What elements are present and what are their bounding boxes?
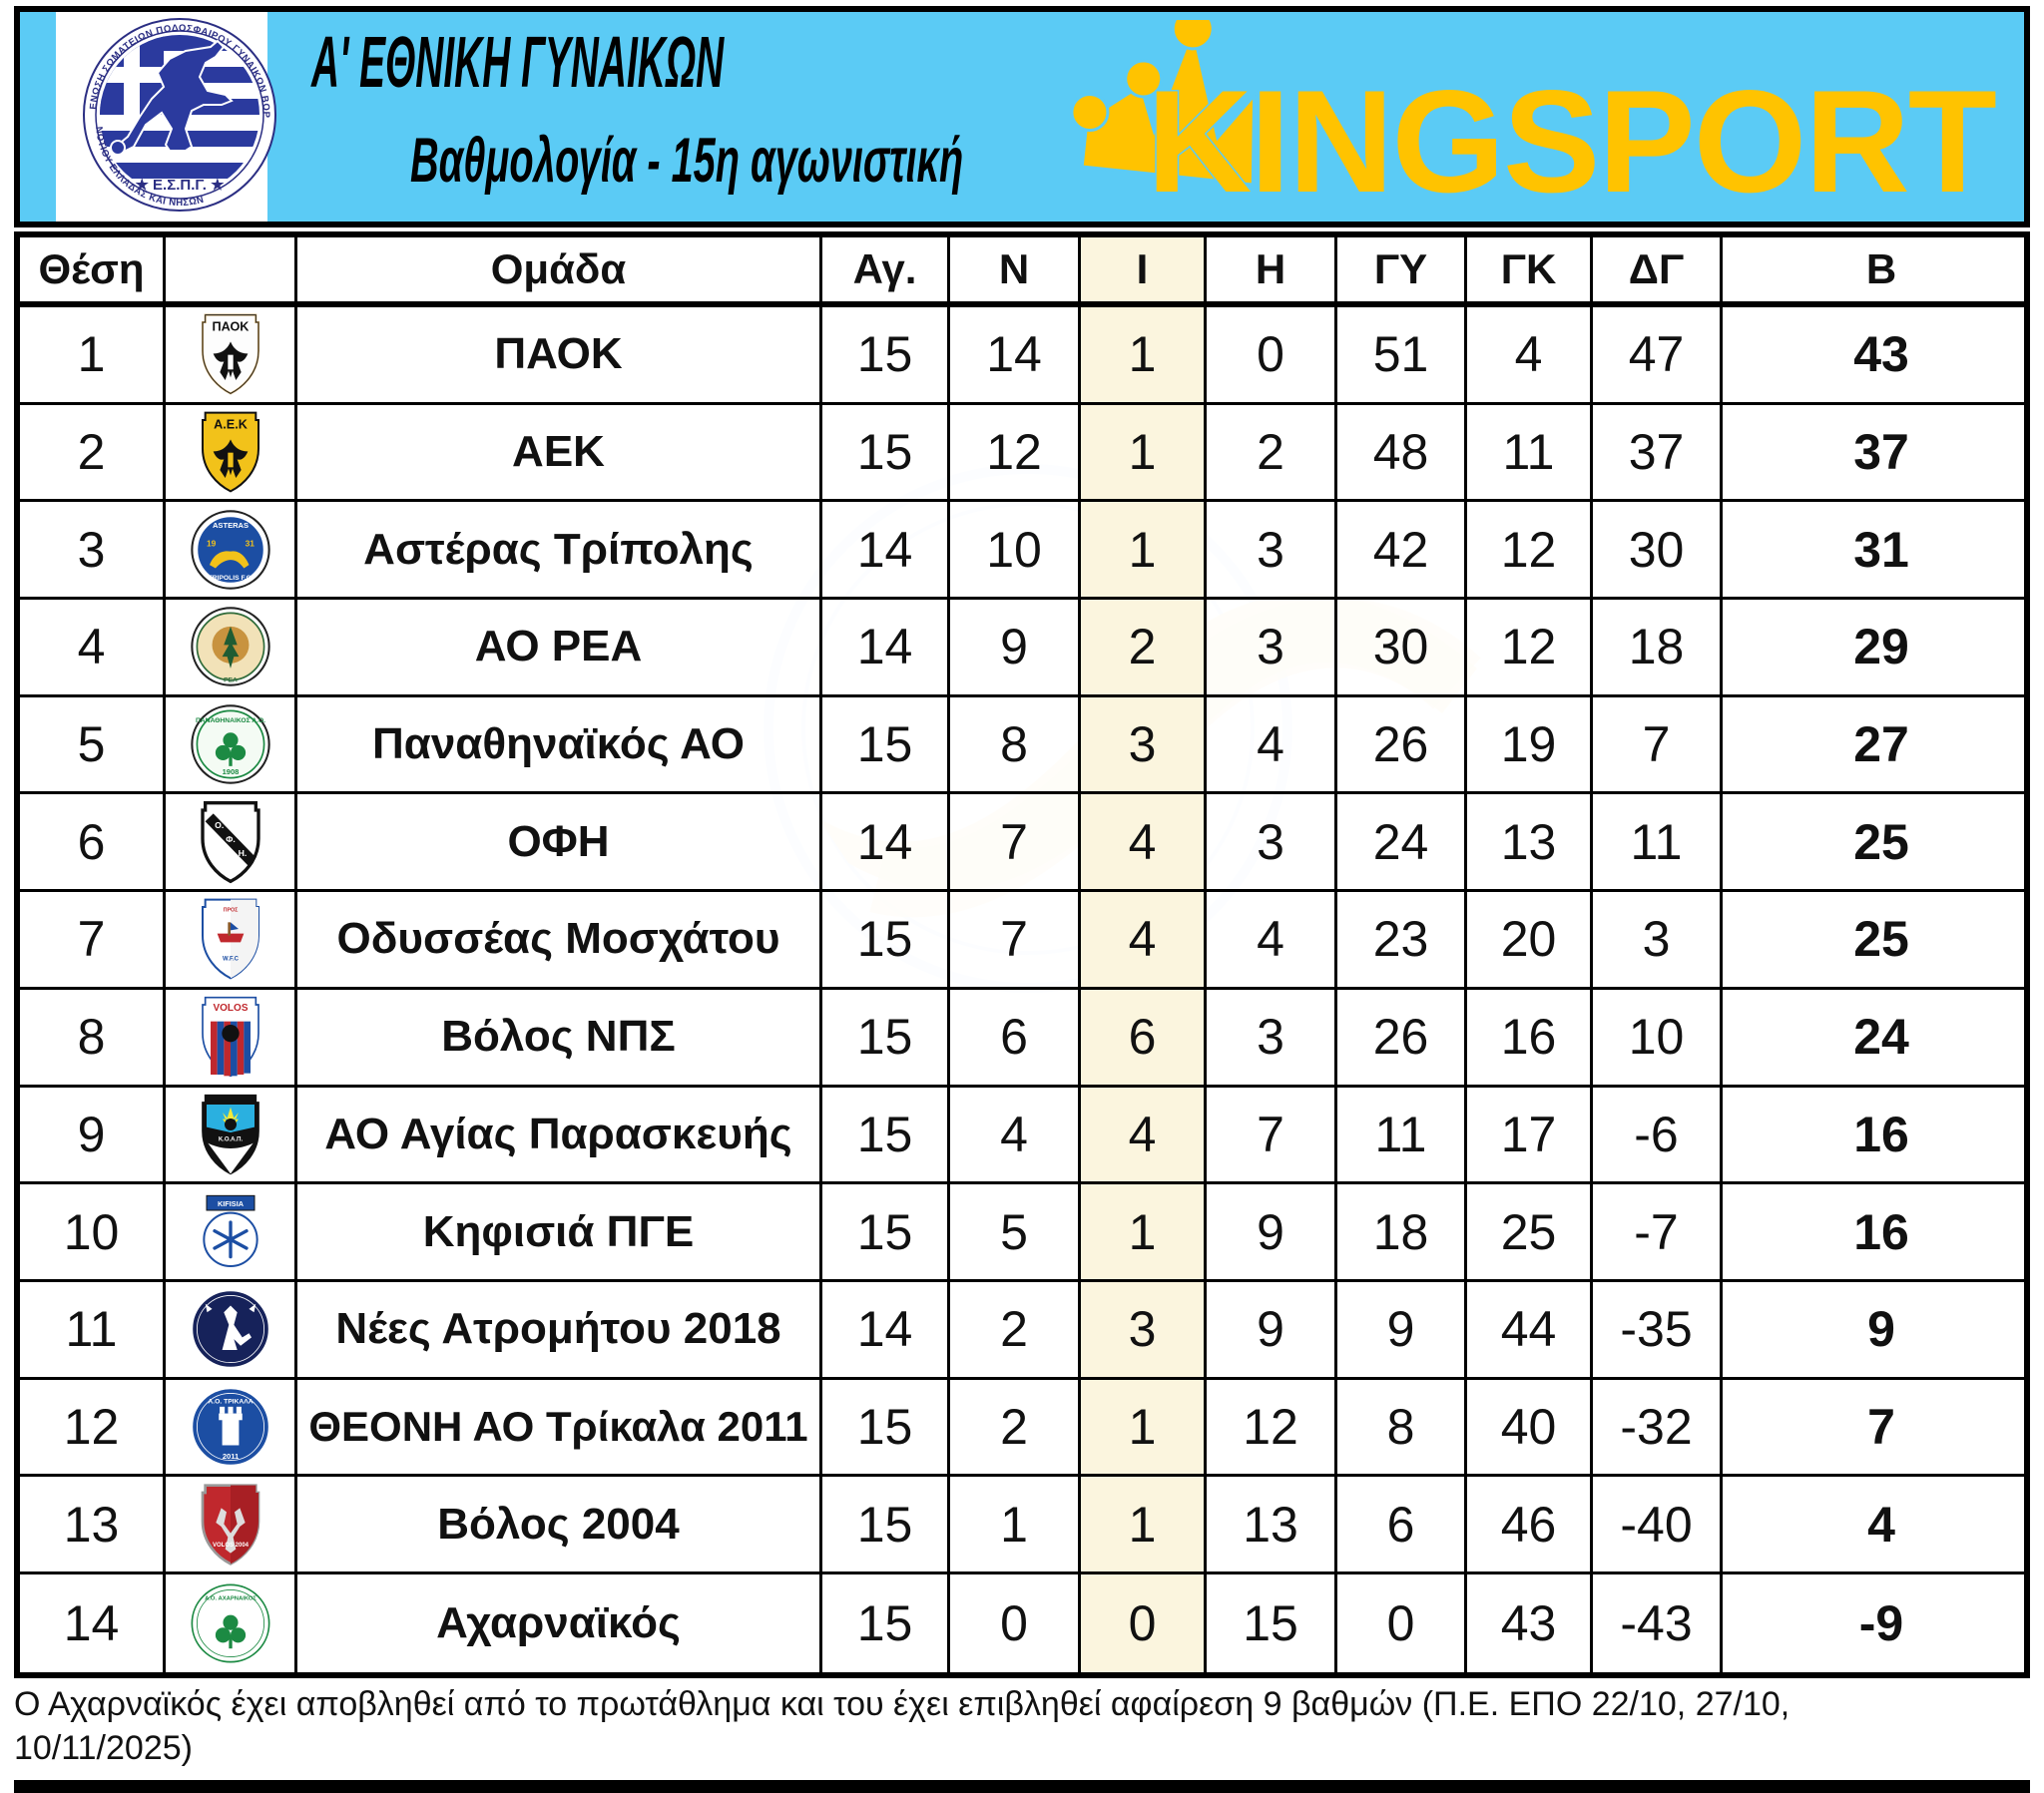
svg-text:Α.Ο. ΤΡΙΚΑΛΑ: Α.Ο. ΤΡΙΚΑΛΑ — [208, 1398, 253, 1405]
svg-text:ΠΡΟΣ: ΠΡΟΣ — [223, 908, 239, 914]
svg-text:TRIPOLIS F.C.: TRIPOLIS F.C. — [208, 575, 253, 582]
svg-text:KIFISIA: KIFISIA — [217, 1199, 244, 1208]
svg-text:VOLOS 2004: VOLOS 2004 — [212, 1543, 249, 1549]
svg-text:A.E.K: A.E.K — [214, 418, 249, 432]
svg-text:31: 31 — [245, 538, 255, 548]
svg-text:ΠΑΝΑΘΗΝΑΙΚΟΣ Α.Ο.: ΠΑΝΑΘΗΝΑΙΚΟΣ Α.Ο. — [195, 717, 264, 724]
svg-text:PEA: PEA — [224, 677, 238, 684]
svg-text:VOLOS: VOLOS — [213, 1003, 248, 1014]
svg-text:19: 19 — [207, 538, 217, 548]
svg-text:W.F.C: W.F.C — [223, 957, 240, 963]
svg-text:2011: 2011 — [222, 1452, 238, 1461]
svg-text:ΠΑΟΚ: ΠΑΟΚ — [212, 320, 250, 334]
svg-text:O.: O. — [215, 820, 224, 830]
svg-text:★ Ε.Σ.Π.Γ. ★: ★ Ε.Σ.Π.Γ. ★ — [135, 177, 225, 194]
svg-text:1908: 1908 — [222, 767, 239, 776]
svg-text:KINGSPORT: KINGSPORT — [1147, 60, 1996, 223]
svg-text:Η.: Η. — [238, 848, 247, 858]
svg-text:Α.Ο. ΑΧΑΡΝΑΙΚΟΣ: Α.Ο. ΑΧΑΡΝΑΙΚΟΣ — [205, 1595, 256, 1601]
svg-text:ASTERAS: ASTERAS — [212, 521, 248, 530]
svg-text:Κ.Ο.Α.Π.: Κ.Ο.Α.Π. — [218, 1137, 243, 1143]
svg-text:Φ.: Φ. — [226, 834, 236, 844]
